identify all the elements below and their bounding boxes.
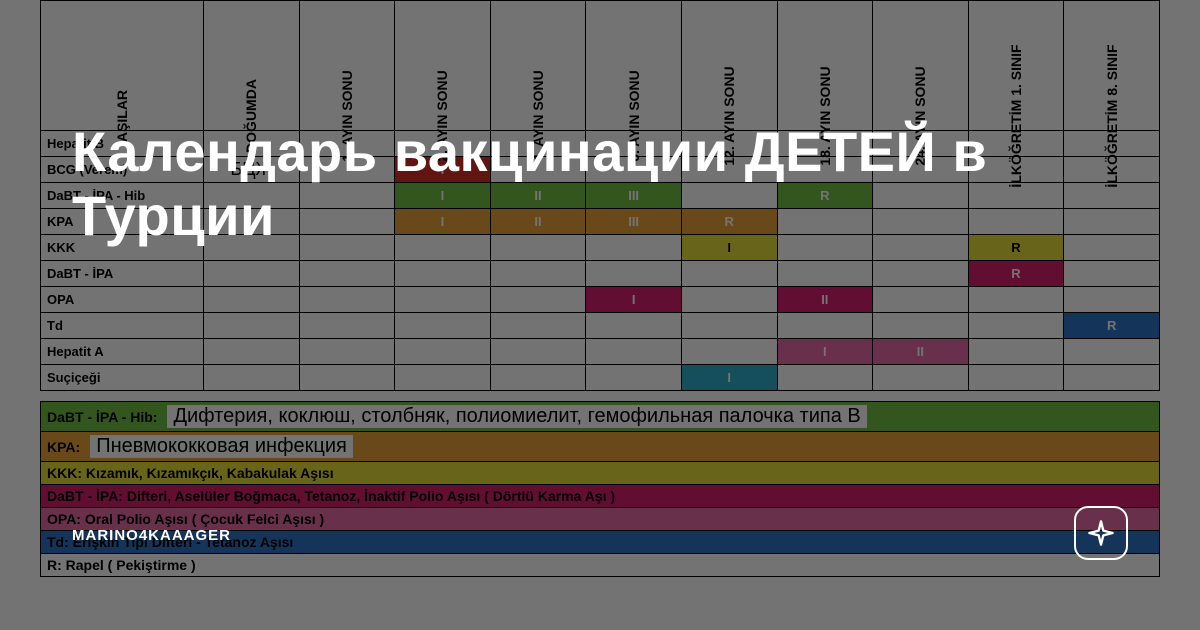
- author-label: MARINO4KAAAGER: [72, 527, 231, 544]
- page-title: Календарь вакцинации ДЕТЕЙ в Турции: [72, 120, 1128, 249]
- viewport: AŞILARDOĞUMDA1. AYIN SONU2. AYIN SONU4. …: [0, 0, 1200, 630]
- platform-badge-icon: [1074, 506, 1128, 560]
